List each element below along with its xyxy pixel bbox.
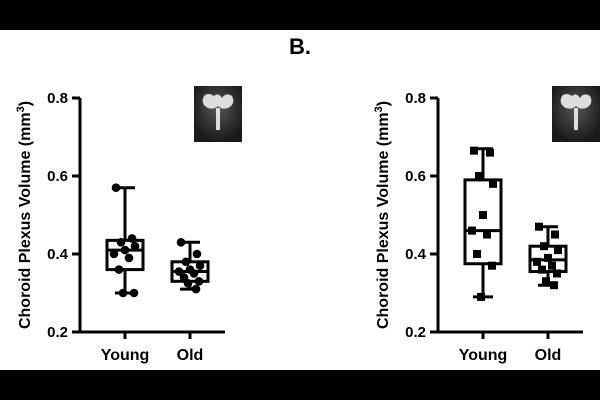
data-point xyxy=(479,211,487,219)
data-point xyxy=(548,261,556,270)
data-point xyxy=(488,261,496,270)
y-tick-label: 0.8 xyxy=(405,90,426,107)
data-point xyxy=(544,253,552,262)
mri-stem xyxy=(216,108,220,130)
x-tick-label-old: Old xyxy=(177,347,204,364)
data-point xyxy=(111,183,121,192)
data-point xyxy=(533,257,541,266)
data-point xyxy=(174,267,184,276)
data-point xyxy=(551,230,559,239)
y-tick-label: 0.8 xyxy=(47,90,68,107)
data-point xyxy=(538,265,546,274)
data-point xyxy=(181,257,191,267)
data-point xyxy=(192,249,202,259)
mri-ventricle xyxy=(560,94,592,109)
brain-mri-thumbnail-icon xyxy=(552,86,600,142)
chart-1: 0.2 0.4 0.6 0.8 Choroid Plexus Volume (mm3) Y… xyxy=(15,86,242,364)
data-point xyxy=(483,230,491,239)
data-point xyxy=(130,241,140,251)
box-plot-figure: 0.2 0.4 0.6 0.8 Choroid Plexus Volume (mm3) Y… xyxy=(15,86,600,364)
data-point xyxy=(127,234,137,243)
figure-frame: B. 0.2 0.4 0.6 0.8 Choroid Plexus Volume (mm… xyxy=(0,30,600,370)
data-point xyxy=(129,288,139,298)
data-point xyxy=(114,265,124,274)
data-point xyxy=(109,249,119,259)
y-tick-label: 0.4 xyxy=(47,246,69,263)
chart-2: 0.2 0.4 0.6 0.8 Choroid Plexus Volume (mm3) Y… xyxy=(373,86,600,364)
data-point xyxy=(194,277,204,286)
box-young xyxy=(463,146,503,301)
data-point xyxy=(475,172,483,180)
x-tick-label-young: Young xyxy=(101,347,150,364)
mri-stem xyxy=(574,108,578,130)
data-point xyxy=(473,250,481,258)
iqr-box xyxy=(463,178,503,266)
data-point xyxy=(486,148,494,157)
data-point xyxy=(553,269,561,278)
y-tick-label: 0.6 xyxy=(47,168,68,185)
data-point xyxy=(183,278,193,288)
y-tick-label: 0.4 xyxy=(405,246,427,263)
data-point xyxy=(118,288,128,298)
data-point xyxy=(116,238,126,247)
data-point xyxy=(176,238,186,247)
data-point xyxy=(189,269,199,278)
data-point xyxy=(535,222,543,231)
data-point xyxy=(470,146,478,155)
data-point xyxy=(195,261,205,270)
data-point xyxy=(191,284,201,294)
data-point xyxy=(477,292,485,301)
data-point xyxy=(489,179,497,188)
mri-ventricle xyxy=(202,94,234,109)
data-point xyxy=(468,226,476,235)
panel-label: B. xyxy=(289,34,311,59)
data-point xyxy=(550,281,558,290)
y-tick-label: 0.2 xyxy=(47,324,68,341)
y-tick-label: 0.2 xyxy=(405,324,426,341)
data-point xyxy=(540,242,548,251)
brain-mri-thumbnail-icon xyxy=(194,86,242,142)
y-axis-label: Choroid Plexus Volume (mm3) xyxy=(373,101,392,329)
data-point xyxy=(124,253,134,263)
x-tick-label-old: Old xyxy=(535,347,562,364)
x-tick-label-young: Young xyxy=(459,347,508,364)
data-point xyxy=(542,277,550,286)
box-old xyxy=(528,222,568,290)
box-young xyxy=(105,183,145,298)
data-point xyxy=(120,245,130,255)
y-tick-label: 0.6 xyxy=(405,168,426,185)
y-axis-label: Choroid Plexus Volume (mm3) xyxy=(15,101,34,329)
data-point xyxy=(554,246,562,255)
box-old xyxy=(170,238,210,294)
